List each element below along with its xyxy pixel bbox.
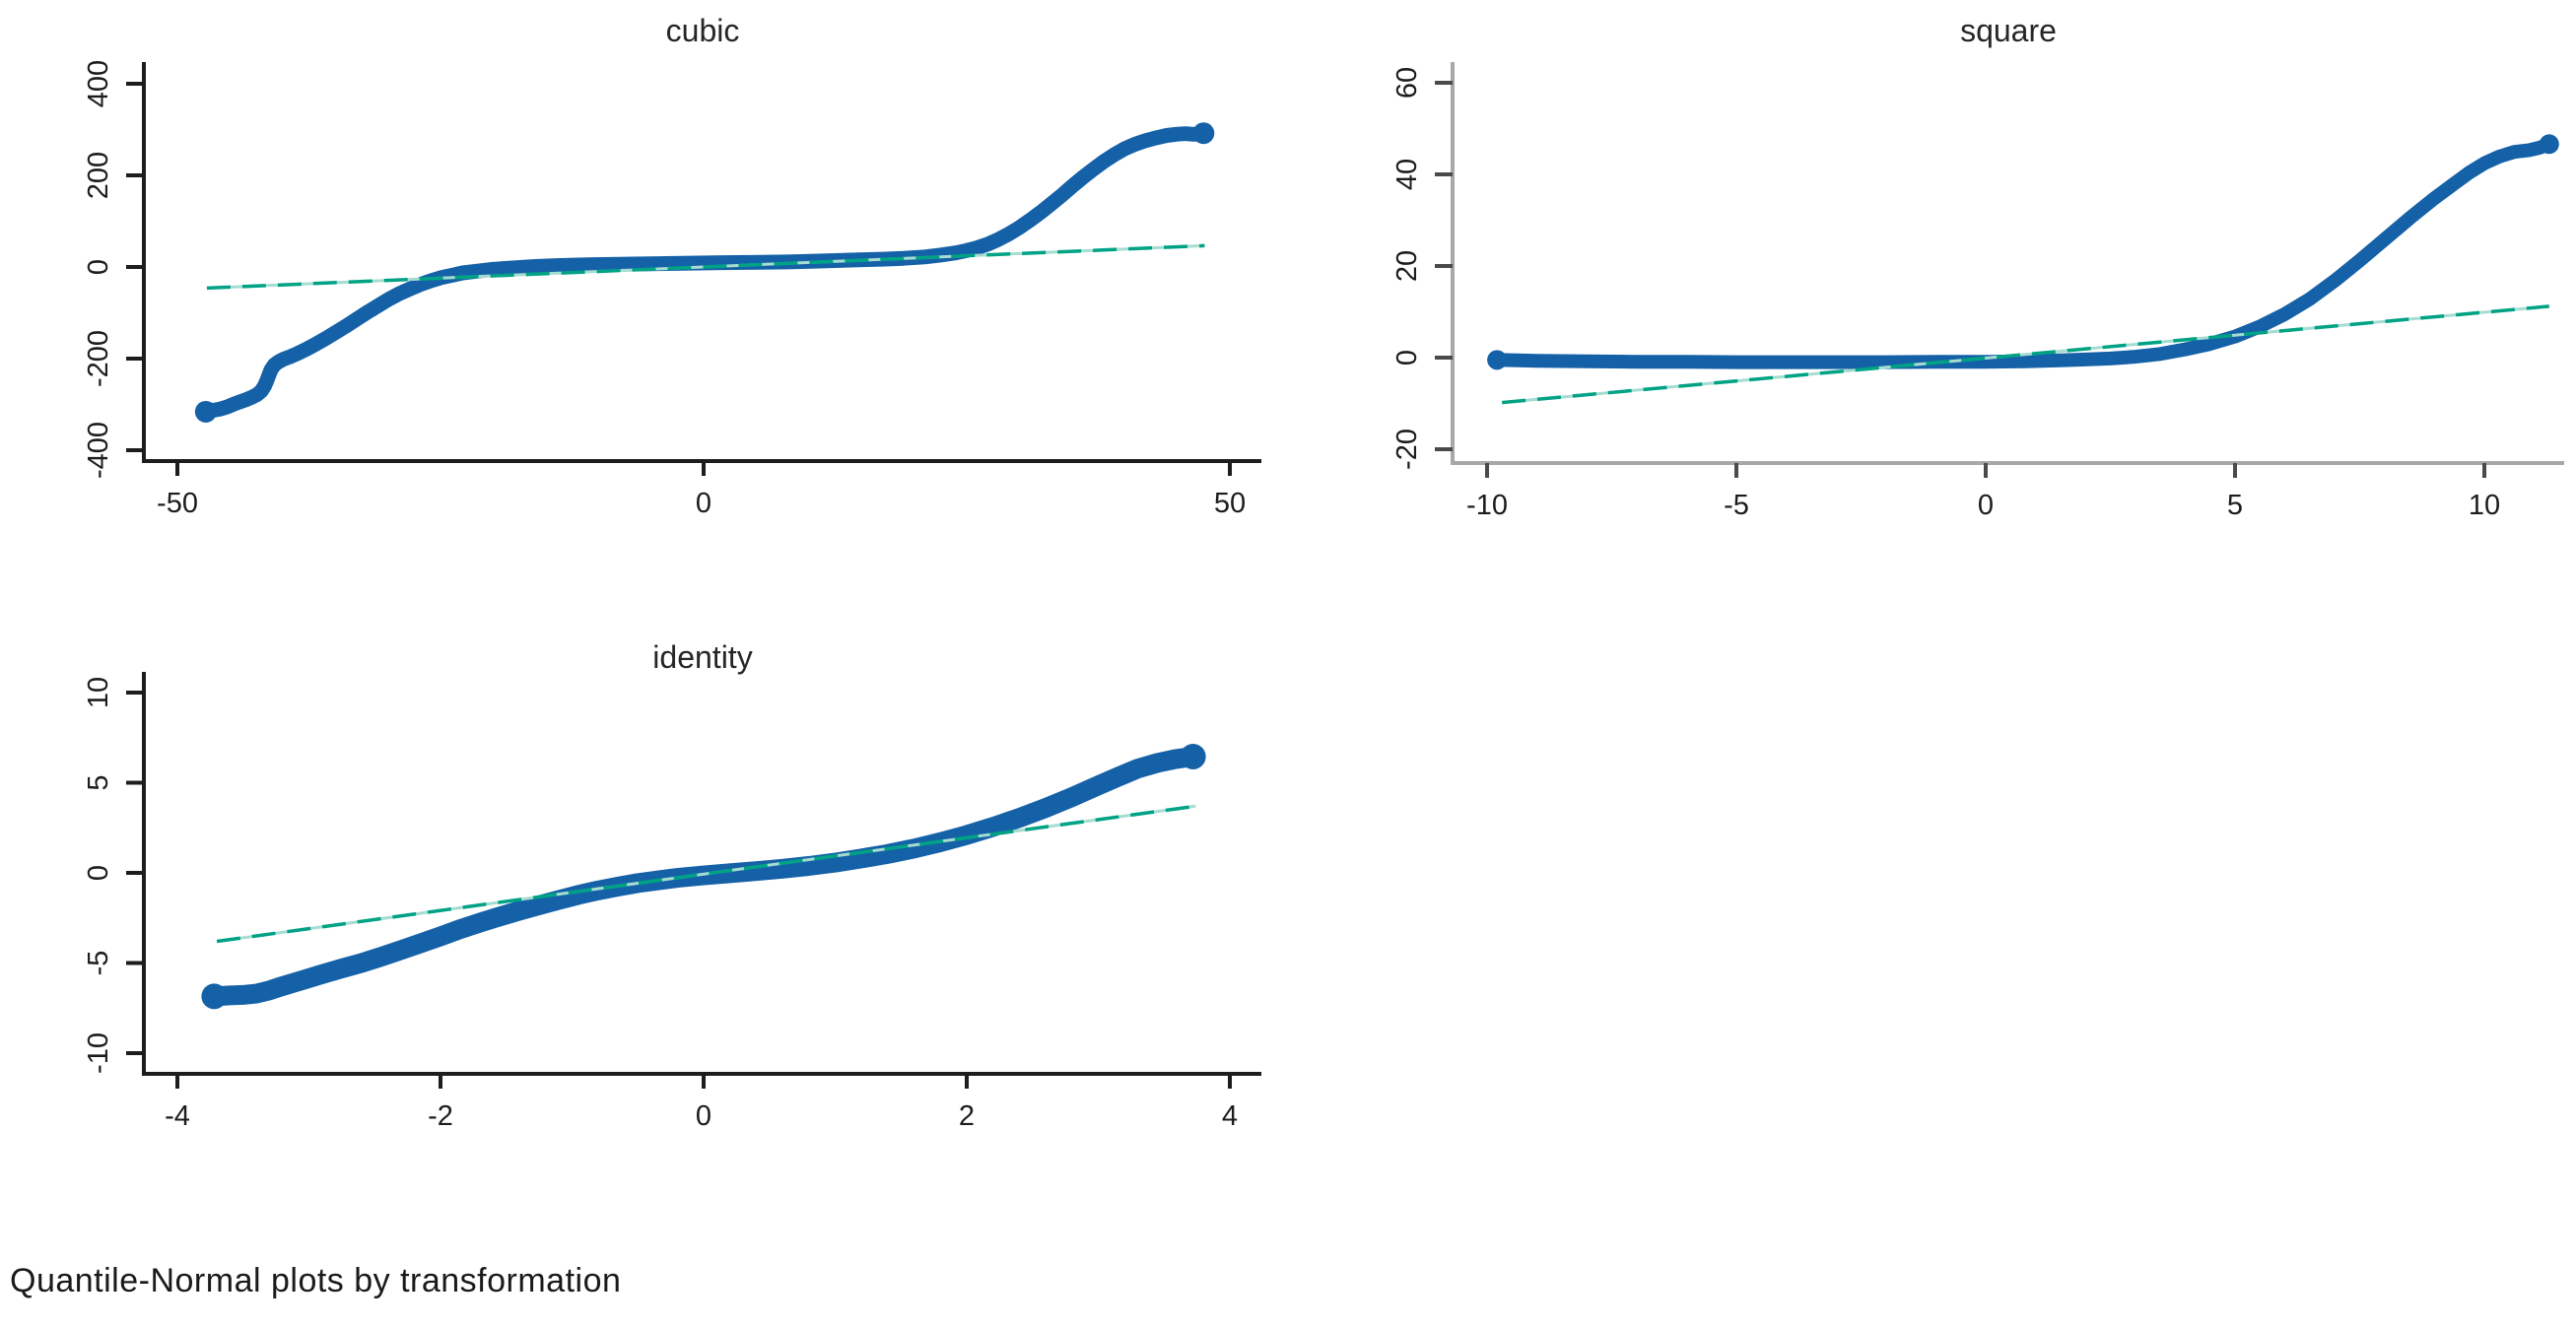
x-tick-label: -2 xyxy=(428,1100,453,1132)
y-tick-label: -5 xyxy=(83,951,114,976)
panel-square: square 60 40 20 0 -20 -10 -5 0 5 10 xyxy=(1391,13,2564,521)
y-tick-label: 200 xyxy=(83,152,114,199)
y-tick-label: 40 xyxy=(1391,159,1423,190)
x-tick-label: 5 xyxy=(2227,490,2243,521)
x-tick-label: 0 xyxy=(696,488,712,519)
x-tick-label: 50 xyxy=(1214,488,1246,519)
x-tick-label: 10 xyxy=(2469,490,2500,521)
y-tick-label: 60 xyxy=(1391,67,1423,99)
series-end-cluster xyxy=(1180,743,1206,769)
reference-line-underlay xyxy=(1502,304,2549,405)
panel-identity: identity 10 5 0 -5 -10 -4 -2 0 2 4 xyxy=(83,639,1261,1132)
y-tick-label: -10 xyxy=(83,1032,114,1074)
x-tick-label: 0 xyxy=(1978,490,1994,521)
y-tick-label: 0 xyxy=(83,865,114,881)
x-tick-label: 4 xyxy=(1222,1100,1238,1132)
panel-title-identity: identity xyxy=(652,639,752,675)
panel-title-cubic: cubic xyxy=(666,13,740,48)
y-tick-label: -200 xyxy=(83,330,114,387)
figure-caption: Quantile-Normal plots by transformation xyxy=(10,1262,622,1299)
y-tick-label: 20 xyxy=(1391,250,1423,282)
series-end-cluster xyxy=(194,400,217,423)
y-tick-label: 0 xyxy=(1391,350,1423,365)
y-tick-label: -400 xyxy=(83,422,114,479)
y-tick-label: 5 xyxy=(83,774,114,790)
series-cubic xyxy=(198,125,1211,420)
y-tick-label: 10 xyxy=(83,677,114,708)
y-tick-label: 0 xyxy=(83,259,114,275)
x-tick-label: -4 xyxy=(165,1100,190,1132)
x-tick-label: 0 xyxy=(696,1100,712,1132)
reference-line xyxy=(206,243,1205,291)
x-tick-label: -50 xyxy=(157,488,198,519)
x-tick-label: 2 xyxy=(959,1100,975,1132)
panel-cubic: cubic 400 200 0 -200 -400 -50 0 50 xyxy=(83,13,1261,519)
series-square xyxy=(1490,137,2556,369)
reference-line xyxy=(216,804,1196,944)
panel-title-square: square xyxy=(1960,13,2057,48)
series-identity xyxy=(204,747,1203,1007)
series-end-cluster xyxy=(1487,350,1508,370)
series-end-cluster xyxy=(2539,134,2559,155)
series-end-cluster xyxy=(201,983,228,1010)
series-end-cluster xyxy=(1192,122,1215,145)
x-tick-label: -10 xyxy=(1466,490,1508,521)
x-tick-label: -5 xyxy=(1724,490,1749,521)
y-tick-label: 400 xyxy=(83,60,114,107)
y-tick-label: -20 xyxy=(1391,429,1423,470)
